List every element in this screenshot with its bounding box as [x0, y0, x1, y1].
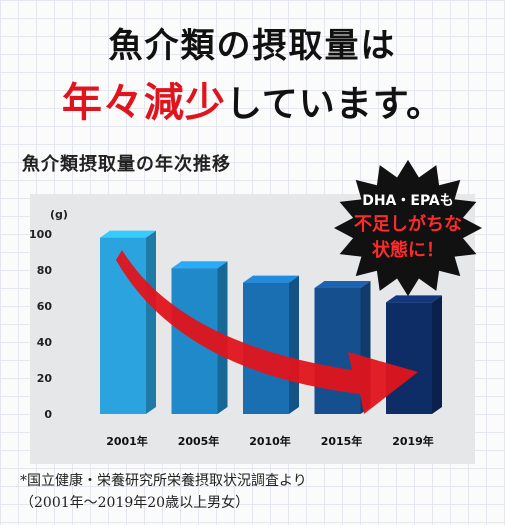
bar-top [386, 295, 442, 303]
warning-burst-badge: DHA・EPAも 不足しがちな 状態に！ [334, 159, 482, 297]
badge-line1: DHA・EPAも [362, 193, 454, 209]
y-tick-label: 60 [37, 300, 53, 313]
bar-top [171, 261, 228, 269]
y-tick-label: 80 [37, 264, 53, 277]
y-tick-label: 100 [30, 228, 52, 241]
x-tick-label: 2019年 [392, 434, 434, 448]
bar [386, 302, 432, 414]
x-tick-label: 2001年 [106, 434, 148, 448]
bar-chart: (g) 0 20 40 60 80 100 2001年 2005年 2010年 2015年 2019年 [30, 208, 442, 448]
burst-shape [334, 159, 482, 297]
y-tick-label: 0 [44, 408, 52, 421]
x-tick-label: 2010年 [249, 434, 291, 448]
headline-emphasis: 年々減少 [61, 79, 226, 126]
bar-top [314, 281, 371, 288]
badge-line3: 状態に！ [372, 239, 444, 261]
footnote-range: （2001年〜2019年20歳以上男女） [20, 495, 250, 511]
bar-top [243, 275, 299, 283]
headline-rest: しています。 [225, 83, 444, 125]
x-tick-label: 2005年 [178, 434, 220, 448]
bar-side [146, 230, 156, 414]
footnote: *国立健康・栄養研究所栄養摂取状況調査より （2001年〜2019年20歳以上男… [20, 470, 490, 514]
bar-side [432, 295, 442, 414]
x-tick-label: 2015年 [321, 434, 363, 448]
headline-line2: 年々減少しています。 [0, 70, 505, 128]
y-tick-label: 20 [37, 372, 53, 385]
chart-title: 魚介類摂取量の年次推移 [22, 154, 231, 175]
y-tick-label: 40 [37, 336, 53, 349]
headline-line1: 魚介類の摂取量は [108, 26, 397, 66]
bar [314, 288, 361, 414]
badge-line2: 不足しがちな [354, 213, 462, 235]
y-axis-unit: (g) [50, 208, 68, 221]
bar-top [100, 230, 156, 238]
trend-arrow [116, 250, 418, 414]
bar-side [289, 275, 299, 414]
footnote-source: *国立健康・栄養研究所栄養摂取状況調査より [20, 473, 307, 489]
